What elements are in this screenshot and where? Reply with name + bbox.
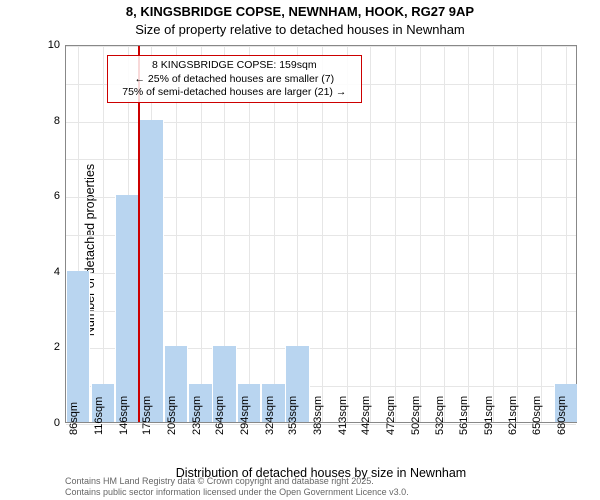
y-tick-label: 0 bbox=[30, 417, 60, 429]
gridline-v bbox=[420, 46, 421, 422]
y-tick-label: 10 bbox=[30, 39, 60, 51]
histogram-bar bbox=[139, 120, 163, 422]
histogram-bar bbox=[66, 271, 90, 422]
gridline-v bbox=[444, 46, 445, 422]
y-tick-label: 8 bbox=[30, 115, 60, 127]
y-tick-label: 2 bbox=[30, 341, 60, 353]
annotation-line-3: 75% of semi-detached houses are larger (… bbox=[114, 86, 355, 99]
gridline-v bbox=[468, 46, 469, 422]
y-tick-label: 6 bbox=[30, 190, 60, 202]
gridline-v bbox=[103, 46, 104, 422]
copyright-line-1: Contains HM Land Registry data © Crown c… bbox=[65, 476, 409, 487]
gridline-v bbox=[370, 46, 371, 422]
gridline-v bbox=[566, 46, 567, 422]
gridline-v bbox=[541, 46, 542, 422]
y-tick-label: 4 bbox=[30, 266, 60, 278]
gridline-v bbox=[517, 46, 518, 422]
copyright-notice: Contains HM Land Registry data © Crown c… bbox=[65, 476, 409, 498]
gridline-v bbox=[395, 46, 396, 422]
copyright-line-2: Contains public sector information licen… bbox=[65, 487, 409, 498]
chart-title-subtitle: Size of property relative to detached ho… bbox=[0, 22, 600, 37]
chart-title-address: 8, KINGSBRIDGE COPSE, NEWNHAM, HOOK, RG2… bbox=[0, 4, 600, 19]
annotation-box: 8 KINGSBRIDGE COPSE: 159sqm ← 25% of det… bbox=[107, 55, 362, 102]
histogram-bar bbox=[115, 195, 139, 422]
gridline-v bbox=[493, 46, 494, 422]
chart-container: 8, KINGSBRIDGE COPSE, NEWNHAM, HOOK, RG2… bbox=[0, 0, 600, 500]
plot-area: 8 KINGSBRIDGE COPSE: 159sqm ← 25% of det… bbox=[65, 45, 577, 423]
gridline-h bbox=[66, 46, 576, 47]
annotation-line-2: ← 25% of detached houses are smaller (7) bbox=[114, 73, 355, 86]
annotation-line-1: 8 KINGSBRIDGE COPSE: 159sqm bbox=[114, 59, 355, 72]
